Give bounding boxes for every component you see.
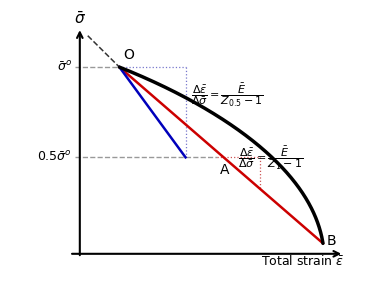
Text: B: B	[327, 234, 337, 248]
Text: Total strain $\bar{\varepsilon}$: Total strain $\bar{\varepsilon}$	[261, 254, 344, 268]
Text: O: O	[124, 48, 134, 62]
Text: $\bar{\sigma}^o$: $\bar{\sigma}^o$	[57, 60, 72, 74]
Text: $\dfrac{\Delta\bar{\varepsilon}}{\Delta\bar{\sigma}} = \dfrac{\bar{E}}{Z_{0.5}-1: $\dfrac{\Delta\bar{\varepsilon}}{\Delta\…	[191, 82, 263, 109]
Text: $\bar{\sigma}$: $\bar{\sigma}$	[74, 11, 86, 27]
Text: $0.5\bar{\sigma}^o$: $0.5\bar{\sigma}^o$	[37, 150, 72, 164]
Text: $\dfrac{\Delta\bar{\varepsilon}}{\Delta\bar{\sigma}} = \dfrac{\bar{E}}{Z_{1}-1}$: $\dfrac{\Delta\bar{\varepsilon}}{\Delta\…	[238, 145, 304, 172]
Text: A: A	[220, 163, 229, 177]
